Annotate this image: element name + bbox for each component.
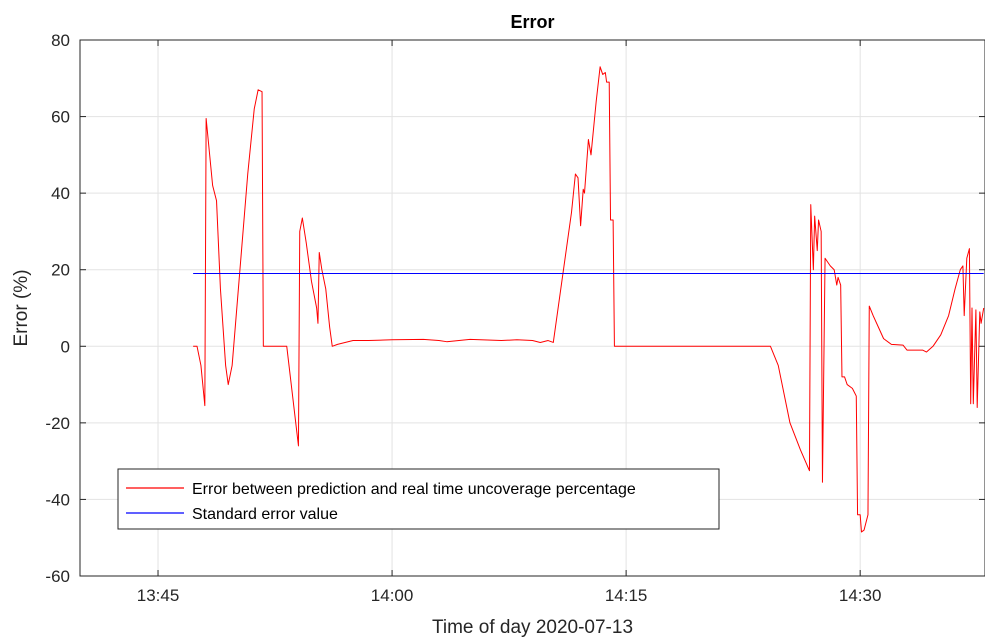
y-axis-label: Error (%) — [11, 269, 32, 346]
x-axis-label: Time of day 2020-07-13 — [432, 617, 633, 638]
x-tick-label: 14:30 — [839, 586, 882, 605]
chart-title: Error — [510, 12, 554, 32]
y-tick-label: 60 — [51, 108, 70, 127]
y-tick-label: 0 — [61, 337, 70, 356]
y-tick-label: 40 — [51, 184, 70, 203]
legend-label-prediction-error: Error between prediction and real time u… — [192, 481, 636, 498]
y-tick-label: 20 — [51, 261, 70, 280]
y-tick-label: -20 — [45, 414, 70, 433]
x-tick-label: 14:00 — [371, 586, 414, 605]
y-tick-label: -40 — [45, 490, 70, 509]
plot-frame — [79, 39, 985, 577]
x-tick-label: 14:15 — [605, 586, 648, 605]
series-layer — [193, 66, 985, 533]
legend-label-standard-error: Standard error value — [192, 506, 338, 523]
y-tick-label: 80 — [51, 31, 70, 50]
y-tick-label: -60 — [45, 567, 70, 586]
tick-labels: 13:45 14:00 14:15 14:30 80 60 40 20 0 -20 -40 -60 — [45, 31, 985, 605]
series-line-prediction-error — [193, 66, 985, 533]
x-tick-label: 13:45 — [137, 586, 180, 605]
legend-box — [117, 468, 720, 530]
legend: Error between prediction and real time u… — [117, 468, 720, 530]
